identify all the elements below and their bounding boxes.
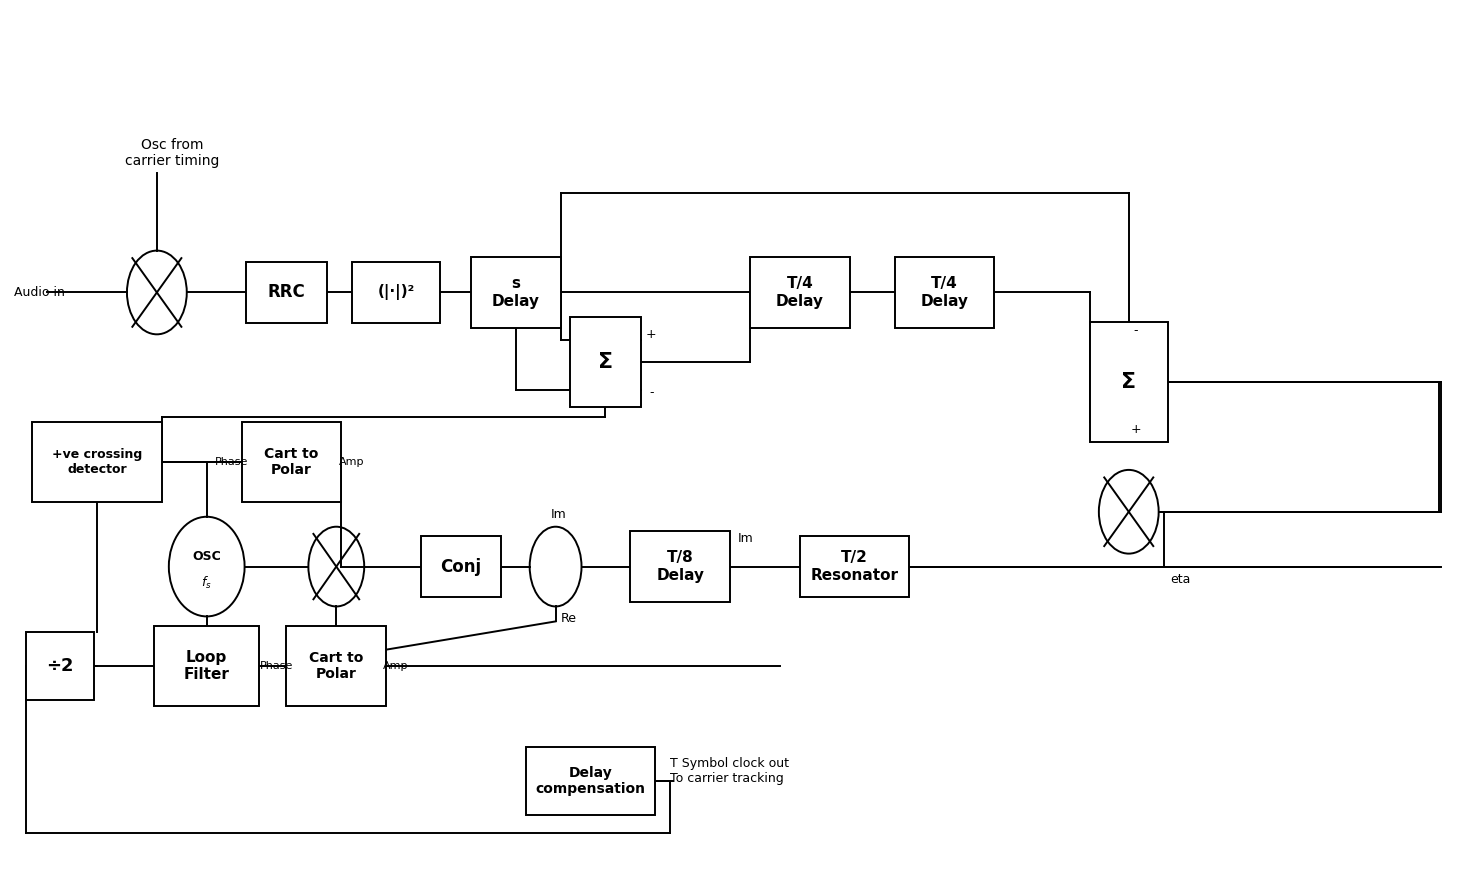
Text: Phase: Phase [260, 661, 294, 671]
Text: ÷2: ÷2 [46, 657, 74, 675]
Text: +: + [647, 328, 657, 341]
Text: Im: Im [550, 508, 567, 521]
FancyBboxPatch shape [472, 256, 561, 329]
Text: Re: Re [561, 612, 577, 625]
Text: eta: eta [1170, 573, 1191, 586]
Text: Σ: Σ [1121, 372, 1136, 392]
FancyBboxPatch shape [1090, 323, 1167, 442]
Text: OSC: OSC [193, 550, 221, 563]
Text: $f_s$: $f_s$ [202, 575, 212, 590]
Text: s
Delay: s Delay [492, 276, 540, 309]
FancyBboxPatch shape [525, 747, 655, 814]
FancyBboxPatch shape [630, 531, 730, 603]
Text: -: - [1133, 324, 1137, 337]
Text: RRC: RRC [267, 283, 305, 302]
Text: (|·|)²: (|·|)² [378, 284, 415, 301]
FancyBboxPatch shape [27, 632, 93, 700]
FancyBboxPatch shape [750, 256, 850, 329]
FancyBboxPatch shape [33, 422, 162, 501]
Text: Cart to
Polar: Cart to Polar [308, 651, 363, 681]
FancyBboxPatch shape [569, 317, 641, 407]
Text: Im: Im [739, 532, 753, 545]
Text: Audio in: Audio in [15, 286, 65, 299]
Text: +: + [1130, 423, 1140, 435]
Text: Cart to
Polar: Cart to Polar [264, 446, 319, 477]
FancyBboxPatch shape [894, 256, 994, 329]
Text: T Symbol clock out
To carrier tracking: T Symbol clock out To carrier tracking [670, 757, 789, 785]
FancyBboxPatch shape [246, 262, 328, 324]
Text: -: - [650, 385, 654, 399]
FancyBboxPatch shape [353, 262, 440, 324]
Text: Loop
Filter: Loop Filter [184, 650, 230, 683]
FancyBboxPatch shape [421, 535, 501, 597]
Text: Σ: Σ [598, 352, 612, 372]
FancyBboxPatch shape [242, 422, 341, 501]
Text: T/2
Resonator: T/2 Resonator [811, 550, 899, 582]
FancyBboxPatch shape [154, 626, 260, 706]
FancyBboxPatch shape [799, 535, 909, 597]
Text: T/4
Delay: T/4 Delay [776, 276, 825, 309]
Text: Delay
compensation: Delay compensation [535, 766, 645, 796]
Text: Amp: Amp [338, 457, 363, 467]
Text: +ve crossing
detector: +ve crossing detector [52, 448, 142, 476]
FancyBboxPatch shape [286, 626, 386, 706]
Text: Amp: Amp [383, 661, 409, 671]
Text: T/4
Delay: T/4 Delay [921, 276, 968, 309]
Text: Conj: Conj [440, 557, 482, 576]
Text: Phase: Phase [215, 457, 248, 467]
Text: Osc from
carrier timing: Osc from carrier timing [125, 138, 219, 168]
Text: T/8
Delay: T/8 Delay [655, 550, 704, 582]
